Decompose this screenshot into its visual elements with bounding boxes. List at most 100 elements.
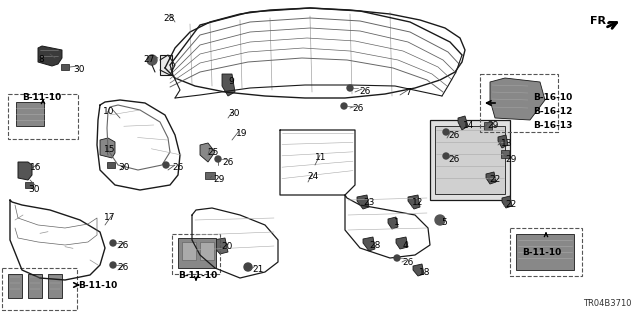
Bar (61, 64, 69, 70)
Bar (484, 122, 492, 130)
Bar (200, 242, 214, 260)
Text: 8: 8 (38, 55, 44, 64)
Circle shape (341, 103, 347, 109)
Circle shape (443, 153, 449, 159)
Bar (48, 274, 62, 298)
Text: 21: 21 (252, 265, 264, 274)
Text: 26: 26 (402, 258, 413, 267)
Polygon shape (213, 238, 228, 254)
Text: 26: 26 (172, 163, 184, 172)
Text: 30: 30 (28, 185, 40, 194)
Polygon shape (502, 196, 512, 208)
Polygon shape (200, 143, 215, 162)
Text: 26: 26 (222, 158, 234, 167)
Text: 12: 12 (412, 198, 424, 207)
Circle shape (244, 263, 252, 271)
Text: 28: 28 (369, 241, 380, 250)
Text: B-11-10: B-11-10 (78, 281, 117, 290)
Text: 26: 26 (359, 87, 371, 96)
Text: 5: 5 (441, 218, 447, 227)
Polygon shape (396, 237, 408, 249)
Text: 15: 15 (104, 145, 115, 154)
Circle shape (347, 85, 353, 91)
Circle shape (110, 240, 116, 246)
Bar (178, 238, 216, 268)
Text: FR.: FR. (590, 16, 611, 26)
Text: 30: 30 (73, 65, 84, 74)
Text: 29: 29 (505, 155, 516, 164)
Text: 10: 10 (103, 107, 115, 116)
Text: 18: 18 (419, 268, 431, 277)
Polygon shape (486, 172, 496, 184)
Bar (480, 74, 558, 132)
Circle shape (435, 215, 445, 225)
Text: 28: 28 (163, 14, 174, 23)
Text: 1: 1 (394, 218, 400, 227)
Polygon shape (388, 217, 398, 229)
Bar (516, 234, 574, 270)
Circle shape (443, 129, 449, 135)
Polygon shape (222, 74, 235, 96)
Bar (2, 268, 77, 310)
Text: 29: 29 (213, 175, 225, 184)
Text: 26: 26 (448, 155, 460, 164)
Bar (107, 162, 115, 168)
Text: 26: 26 (448, 131, 460, 140)
Circle shape (394, 255, 400, 261)
Bar (435, 126, 505, 194)
Text: 25: 25 (207, 148, 218, 157)
Bar (160, 55, 172, 75)
Polygon shape (490, 78, 545, 120)
Text: 23: 23 (363, 198, 374, 207)
Text: 22: 22 (505, 200, 516, 209)
Circle shape (110, 262, 116, 268)
Polygon shape (498, 135, 508, 148)
Polygon shape (413, 264, 424, 276)
Text: 27: 27 (143, 55, 154, 64)
Text: 14: 14 (463, 121, 474, 130)
Polygon shape (357, 195, 369, 209)
Text: TR04B3710: TR04B3710 (584, 299, 632, 308)
Circle shape (163, 162, 169, 168)
Bar (8, 94, 78, 139)
Bar (8, 274, 22, 298)
Text: 7: 7 (405, 88, 411, 97)
Polygon shape (100, 138, 115, 158)
Text: 30: 30 (118, 163, 129, 172)
Polygon shape (18, 162, 32, 180)
Circle shape (215, 156, 221, 162)
Circle shape (147, 55, 157, 65)
Text: B-11-10: B-11-10 (522, 248, 561, 257)
Bar (16, 102, 44, 126)
Text: 13: 13 (501, 139, 513, 148)
Polygon shape (363, 237, 375, 251)
Text: 11: 11 (315, 153, 326, 162)
Bar (510, 228, 582, 276)
Text: 22: 22 (489, 175, 500, 184)
Bar (182, 242, 196, 260)
Text: B-16-12: B-16-12 (533, 107, 572, 116)
Polygon shape (458, 116, 468, 130)
Text: 26: 26 (352, 104, 364, 113)
Text: 26: 26 (117, 241, 129, 250)
Bar (501, 150, 509, 158)
Polygon shape (38, 46, 62, 66)
Text: B-11-10: B-11-10 (178, 271, 217, 280)
Text: 16: 16 (30, 163, 42, 172)
Bar (28, 274, 42, 298)
Text: 26: 26 (117, 263, 129, 272)
Text: 9: 9 (228, 77, 234, 86)
Text: 30: 30 (228, 109, 239, 118)
Text: 29: 29 (487, 121, 499, 130)
Bar (172, 234, 220, 274)
Bar (25, 182, 33, 188)
Text: 19: 19 (236, 129, 248, 138)
Text: B-16-10: B-16-10 (533, 93, 572, 102)
Text: B-16-13: B-16-13 (533, 121, 572, 130)
Text: 17: 17 (104, 213, 115, 222)
Bar (205, 172, 215, 179)
Text: 20: 20 (221, 242, 232, 251)
Text: 24: 24 (307, 172, 318, 181)
Bar (430, 120, 510, 200)
Text: B-11-10: B-11-10 (22, 93, 61, 102)
